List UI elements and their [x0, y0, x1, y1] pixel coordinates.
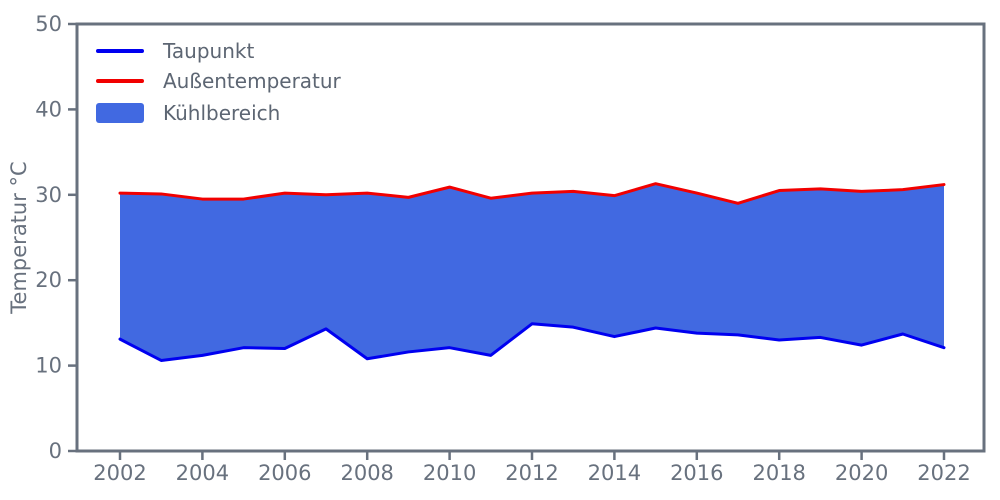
x-tick-label: 2002	[93, 461, 146, 485]
legend: Taupunkt Außentemperatur Kühlbereich	[96, 40, 341, 134]
x-tick-label: 2022	[917, 461, 970, 485]
x-tick-label: 2014	[588, 461, 641, 485]
y-axis-title: Temperatur °C	[7, 161, 31, 314]
y-tick-label: 30	[35, 183, 62, 207]
y-tick-label: 20	[35, 268, 62, 292]
legend-label-kuehlbereich: Kühlbereich	[163, 101, 281, 125]
y-tick-label: 40	[35, 97, 62, 121]
y-tick-label: 50	[35, 12, 62, 36]
taupunkt-line	[118, 322, 946, 362]
x-tick-label: 2018	[752, 461, 805, 485]
plot-border	[75, 22, 986, 453]
kuehlbereich-patch-swatch	[96, 103, 144, 123]
x-tick-label: 2012	[505, 461, 558, 485]
y-tick-label: 10	[35, 354, 62, 378]
legend-label-taupunkt: Taupunkt	[163, 39, 255, 63]
x-tick-label: 2008	[340, 461, 393, 485]
x-tick-label: 2010	[423, 461, 476, 485]
legend-item-aussentemperatur: Außentemperatur	[96, 70, 341, 92]
x-tick-label: 2004	[176, 461, 229, 485]
x-tick-label: 2016	[670, 461, 723, 485]
legend-label-aussentemperatur: Außentemperatur	[163, 69, 341, 93]
legend-item-kuehlbereich: Kühlbereich	[96, 100, 341, 126]
aussentemperatur-line-swatch	[96, 79, 144, 83]
legend-item-taupunkt: Taupunkt	[96, 40, 341, 62]
y-tick-label: 0	[49, 439, 62, 463]
x-tick-label: 2020	[835, 461, 888, 485]
taupunkt-line-swatch	[96, 49, 144, 53]
x-tick-label: 2006	[258, 461, 311, 485]
aussentemperatur-line	[118, 182, 946, 205]
kuehlbereich-area	[120, 183, 944, 361]
